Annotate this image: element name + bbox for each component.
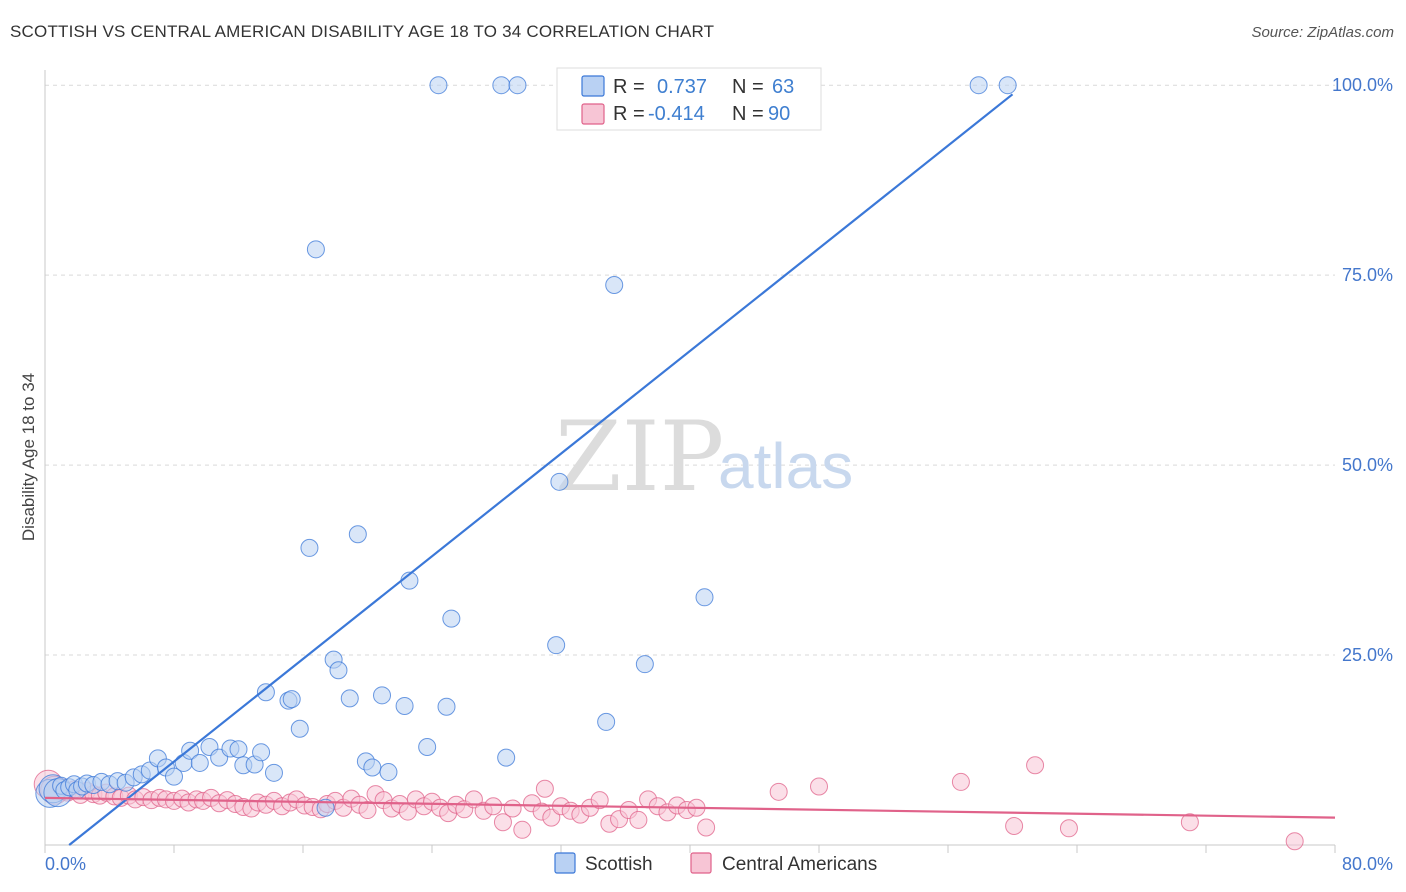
scottish-point: [373, 686, 392, 705]
central-americans-point: [535, 779, 554, 798]
x-tick-marks: [44, 845, 1336, 853]
scottish-point: [418, 737, 437, 756]
scottish-point: [290, 719, 309, 738]
legend-swatch-central-americans: [581, 103, 605, 125]
central-americans-point: [503, 799, 522, 818]
scottish-point: [300, 538, 319, 557]
legend-n-label-scottish: N =: [732, 76, 764, 98]
central-americans-point: [1005, 817, 1024, 836]
scottish-point: [492, 76, 511, 95]
legend-n-value-scottish: 63: [772, 76, 794, 98]
stats-legend: R = 0.737 N = 63 R = -0.414 N = 90: [556, 67, 822, 131]
legend-n-value-central: 90: [768, 103, 790, 125]
scottish-point: [969, 76, 988, 95]
scottish-point: [635, 655, 654, 674]
chart-title: SCOTTISH VS CENTRAL AMERICAN DISABILITY …: [10, 22, 715, 41]
scottish-point: [340, 689, 359, 708]
legend-r-value-central: -0.414: [648, 103, 705, 125]
central-americans-trend-line: [44, 796, 1336, 819]
scottish-point: [695, 588, 714, 607]
central-americans-point: [1059, 819, 1078, 838]
y-axis-label: Disability Age 18 to 34: [19, 373, 38, 541]
scottish-trend-line: [68, 93, 1014, 846]
scottish-point: [597, 712, 616, 731]
scottish-point: [998, 76, 1017, 95]
legend-r-label-scottish: R =: [613, 76, 645, 98]
bottom-legend-label-scottish: Scottish: [585, 854, 653, 875]
scottish-point: [508, 76, 527, 95]
scottish-point: [264, 763, 283, 782]
y-tick-label: 100.0%: [1332, 75, 1393, 95]
y-tick-labels: 25.0% 50.0% 75.0% 100.0%: [1332, 75, 1393, 665]
central-americans-point: [769, 782, 788, 801]
grid-lines: [45, 84, 1335, 656]
central-americans-points: [33, 756, 1304, 851]
bottom-legend-swatch-scottish: [554, 852, 576, 874]
scottish-point: [497, 748, 516, 767]
central-americans-point: [810, 777, 828, 796]
scottish-point: [190, 753, 209, 772]
scottish-point: [282, 690, 301, 709]
scottish-point: [379, 763, 398, 782]
central-americans-point: [1285, 832, 1304, 851]
watermark-atlas: atlas: [718, 430, 853, 502]
scottish-point: [348, 525, 367, 544]
central-americans-point: [513, 820, 532, 839]
scottish-point: [306, 240, 325, 259]
central-americans-point: [484, 797, 503, 816]
scottish-point: [395, 696, 414, 715]
x-tick-label-max: 80.0%: [1342, 854, 1393, 874]
trend-lines: [44, 93, 1336, 846]
legend-swatch-scottish: [581, 75, 605, 97]
scottish-points: [35, 76, 1017, 817]
scottish-point: [252, 743, 271, 762]
scottish-point: [316, 798, 335, 817]
scottish-point: [329, 661, 348, 680]
legend-n-label-central: N =: [732, 103, 764, 125]
central-americans-point: [493, 813, 512, 832]
scottish-point: [437, 697, 456, 716]
y-tick-label: 50.0%: [1342, 455, 1393, 475]
legend-r-label-central: R =: [613, 103, 645, 125]
central-americans-point: [590, 791, 609, 810]
scottish-point: [429, 76, 448, 95]
central-americans-point: [951, 772, 970, 791]
x-tick-label-min: 0.0%: [45, 854, 86, 874]
series-legend: Scottish Central Americans: [554, 852, 877, 875]
scottish-point: [229, 740, 248, 759]
scottish-point: [363, 758, 382, 777]
scottish-point: [605, 276, 624, 295]
y-tick-label: 25.0%: [1342, 645, 1393, 665]
bottom-legend-label-central-americans: Central Americans: [722, 854, 877, 875]
central-americans-point: [1026, 756, 1045, 775]
scottish-point: [442, 609, 461, 628]
scottish-point: [547, 636, 566, 655]
central-americans-point: [629, 810, 648, 829]
scottish-point: [256, 683, 275, 702]
watermark-zip: ZIP: [555, 401, 724, 513]
central-americans-point: [1180, 813, 1199, 832]
scottish-point: [550, 472, 569, 491]
legend-r-value-scottish: 0.737: [657, 76, 707, 98]
scottish-point: [165, 767, 183, 786]
central-americans-point: [358, 801, 377, 820]
bottom-legend-swatch-central-americans: [690, 852, 712, 874]
central-americans-point: [697, 818, 716, 837]
source-credit: Source: ZipAtlas.com: [1251, 24, 1394, 41]
y-tick-label: 75.0%: [1342, 265, 1393, 285]
